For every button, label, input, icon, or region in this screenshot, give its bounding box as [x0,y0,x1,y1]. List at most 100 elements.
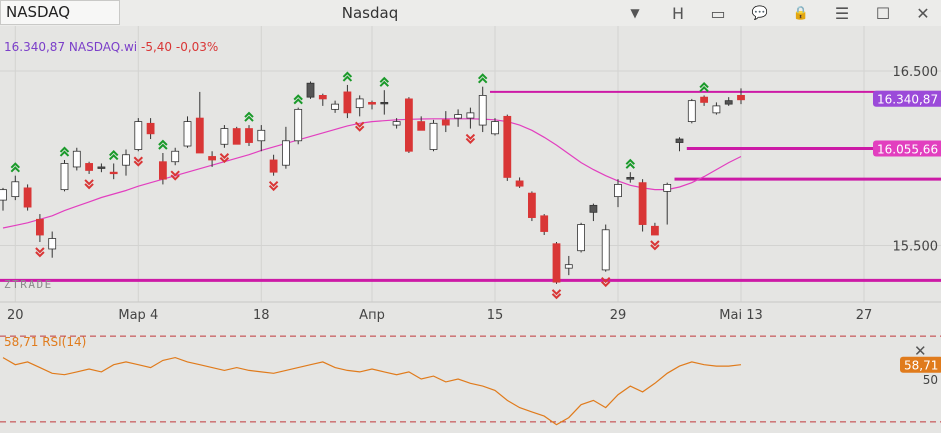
hamburger-icon: ☰ [834,3,850,23]
window-button[interactable]: ▭ [705,2,731,24]
legend-change-pct: -0,03% [176,40,218,54]
chart-background [0,26,941,433]
up-signal-icon [10,162,21,173]
h-button[interactable]: H [665,2,691,24]
candle-body [158,161,167,180]
candle-body [614,184,622,198]
candle-body [589,204,598,213]
candle-body [97,166,106,169]
x-tick-label: 20 [7,308,24,323]
rsi-y-tick-label: 50 [923,373,938,387]
chart-title: Nasdaq [341,4,399,22]
candle-body [48,238,57,250]
candle-body [72,150,81,168]
candle-body [478,95,487,126]
x-tick-label: 15 [487,308,504,323]
up-signal-icon [477,73,488,84]
candle-body [700,96,708,103]
candle-body [36,218,44,236]
candle-body [675,138,684,143]
comment-button[interactable]: 💬 [747,2,773,24]
lock-button[interactable]: 🔒 [788,2,814,24]
candle-body [183,121,192,147]
up-signal-icon [379,76,390,87]
price-label: 16.340,87 [877,93,938,107]
maximize-icon: ☐ [875,3,891,23]
down-signal-icon [219,153,230,164]
candle-body [220,128,229,145]
candle-body [60,163,69,191]
down-signal-icon [551,289,562,300]
x-tick-label: Мар 4 [118,308,158,323]
candle-body [257,129,266,142]
window-icon: ▭ [710,3,726,23]
close-icon: ✕ [916,3,930,23]
candle-body [552,243,561,283]
candle-body [441,119,450,126]
candle-body [429,122,438,150]
rsi-legend: 58,71 RSI(14) [4,335,86,349]
rsi-last-label-box [900,356,941,373]
candle-body [601,229,610,271]
up-signal-icon [293,94,303,105]
maximize-button[interactable]: ☐ [870,2,896,24]
candle-body [540,215,549,232]
candle-body [417,121,426,131]
candle-body [380,101,389,105]
candle-body [331,103,340,110]
candle-body [281,140,290,166]
candle-body [503,115,512,178]
x-tick-label: 27 [856,308,873,323]
candle-body [232,128,241,145]
grid [0,26,941,302]
candle-body [195,117,204,154]
down-signal-icon [35,247,45,258]
signal-arrows [10,71,709,300]
down-signal-icon [268,180,279,192]
up-signal-icon [59,146,70,157]
down-signal-icon [465,133,476,144]
candle-body [626,177,635,180]
down-signal-icon [354,121,365,132]
close-pane-icon[interactable]: ✕ [914,342,927,360]
candle-body [85,163,93,171]
rsi-legend-name: RSI(14) [42,335,86,349]
up-signal-icon [625,158,636,169]
rsi-line [2,356,742,426]
candle-body [724,100,733,105]
dropdown-button[interactable]: ▼ [622,2,648,24]
candle-body [564,264,573,269]
candle-body [528,192,536,218]
candle-body [651,225,659,236]
x-tick-label: 18 [253,308,270,323]
candle-body [712,105,721,114]
up-signal-icon [699,81,709,93]
y-axis: 16.500 15.500 [893,65,939,255]
symbol-input[interactable]: NASDAQ [0,0,120,25]
legend-symbol: NASDAQ.wi [69,40,137,54]
candle-body [245,128,253,143]
candle-body [318,95,327,100]
candle-body [0,189,7,201]
down-signal-icon [600,276,611,288]
candle-body [343,91,352,114]
candle-body [269,159,278,173]
menu-button[interactable]: ☰ [829,2,855,24]
y-tick-label: 15.500 [893,239,939,254]
candle-body [146,122,155,135]
close-button[interactable]: ✕ [910,2,936,24]
candle-body [109,171,118,175]
x-axis: 20 Мар 4 18 Апр 15 29 Маі 13 27 [7,308,872,323]
down-signal-icon [84,179,94,190]
watermark: ZTRADE [4,278,53,291]
y-tick-label: 16.500 [893,65,939,80]
candle-body [663,184,672,192]
candle-body [515,180,524,187]
chart-area[interactable]: ZTRADE 20 Мар 4 18 Апр 15 29 Маі 13 27 16.500 15… [0,26,941,433]
legend-last: 16.340,87 [4,40,65,54]
candle-body [491,121,499,135]
down-signal-icon [650,240,660,251]
candle-body [355,98,364,109]
candle-body [122,154,130,166]
